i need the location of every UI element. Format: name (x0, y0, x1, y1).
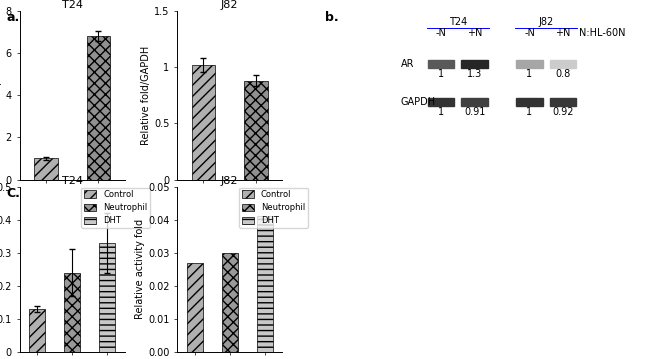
Text: T24: T24 (448, 17, 467, 27)
Bar (222, 253, 238, 352)
Title: J82: J82 (221, 176, 239, 186)
Title: J82: J82 (221, 0, 239, 10)
Text: +N: +N (467, 28, 482, 38)
Text: 1: 1 (438, 69, 444, 79)
Y-axis label: Relative activity fold: Relative activity fold (135, 219, 145, 319)
Legend: Control, Neutrophil, DHT: Control, Neutrophil, DHT (239, 187, 307, 228)
Text: b.: b. (325, 11, 339, 24)
Y-axis label: Relative fold/GAPDH: Relative fold/GAPDH (141, 46, 151, 145)
Bar (462, 98, 488, 106)
Legend: Control, Neutrophil, DHT: Control, Neutrophil, DHT (81, 187, 150, 228)
Text: 1: 1 (526, 107, 532, 117)
Text: J82: J82 (539, 17, 554, 27)
Title: T24: T24 (62, 176, 83, 186)
Text: 1: 1 (526, 69, 532, 79)
Text: 1.3: 1.3 (467, 69, 482, 79)
Text: +N: +N (555, 28, 571, 38)
Text: -N: -N (436, 28, 447, 38)
Bar (29, 309, 45, 352)
Bar (462, 60, 488, 68)
Bar (516, 60, 543, 68)
Text: 0.8: 0.8 (555, 69, 571, 79)
Bar (64, 272, 80, 352)
Bar (516, 98, 543, 106)
Bar (428, 98, 454, 106)
Title: T24: T24 (62, 0, 83, 10)
Bar (550, 60, 576, 68)
Text: 0.91: 0.91 (464, 107, 486, 117)
Text: 1: 1 (438, 107, 444, 117)
Bar (187, 263, 203, 352)
Bar (34, 158, 58, 180)
Bar (550, 98, 576, 106)
Bar (86, 36, 110, 180)
Bar (244, 80, 268, 180)
Bar (257, 216, 272, 352)
Text: 0.92: 0.92 (552, 107, 574, 117)
Text: N:HL-60N: N:HL-60N (578, 28, 625, 38)
Bar (192, 65, 215, 180)
Text: C.: C. (6, 187, 20, 200)
Text: -N: -N (524, 28, 535, 38)
Y-axis label: Relative fold/GAPDH: Relative fold/GAPDH (0, 46, 3, 145)
Bar (428, 60, 454, 68)
Text: GAPDH: GAPDH (400, 97, 436, 107)
Bar (99, 243, 115, 352)
Text: AR: AR (400, 59, 414, 69)
Text: a.: a. (6, 11, 20, 24)
